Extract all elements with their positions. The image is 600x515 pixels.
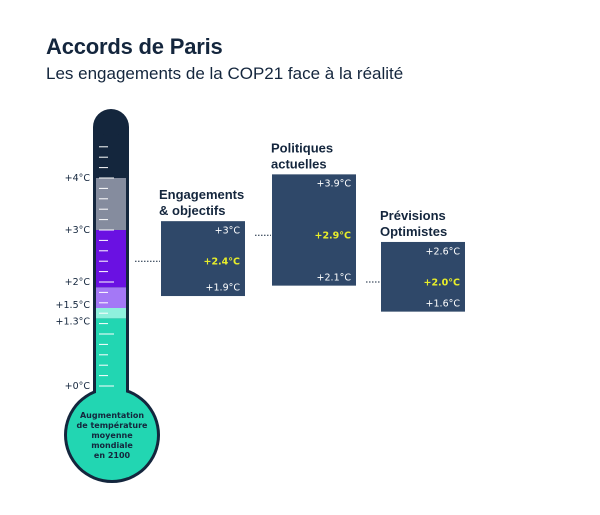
- axis-tick-label: +2°C: [65, 277, 91, 288]
- range-value: +1.9°C: [206, 283, 241, 294]
- scenario-label: & objectifs: [159, 203, 225, 218]
- temperature-band: [96, 308, 126, 319]
- range-value: +2.6°C: [426, 246, 461, 257]
- bulb-text-line: mondiale: [91, 441, 133, 450]
- range-value: +1.6°C: [426, 298, 461, 309]
- chart-title: Accords de Paris: [46, 34, 223, 59]
- axis-tick-label: +3°C: [65, 225, 91, 236]
- axis-tick-label: +1.3°C: [56, 316, 91, 327]
- temperature-band: [96, 178, 126, 230]
- median-value: +2.0°C: [423, 278, 460, 289]
- axis-tick-label: +4°C: [65, 173, 91, 184]
- chart-subtitle: Les engagements de la COP21 face à la ré…: [46, 64, 404, 83]
- temperature-band: [96, 230, 126, 288]
- range-value: +3°C: [215, 226, 241, 237]
- range-value: +3.9°C: [317, 179, 352, 190]
- scenario-label: Politiques: [271, 140, 333, 155]
- scenario-range-box: [272, 174, 356, 286]
- median-value: +2.9°C: [314, 231, 351, 242]
- scenario-label: actuelles: [271, 156, 327, 171]
- scenario-range-box: [381, 241, 465, 312]
- scenario-range-box: [161, 221, 245, 297]
- tube-cap: [96, 112, 126, 136]
- bulb-text-line: de température: [77, 420, 148, 430]
- scenario-label: Engagements: [159, 187, 244, 202]
- thermometer-bulb: [67, 390, 157, 480]
- axis-tick-label: +0°C: [65, 381, 91, 392]
- range-value: +2.1°C: [317, 272, 352, 283]
- scenario-label: Optimistes: [380, 224, 447, 239]
- bulb-text-line: en 2100: [94, 451, 131, 460]
- temperature-band: [96, 318, 126, 386]
- temperature-band: [96, 287, 126, 308]
- axis-tick-label: +1.5°C: [56, 300, 91, 311]
- bulb-text-line: moyenne: [91, 431, 133, 440]
- scenario-label: Prévisions: [380, 208, 446, 223]
- median-value: +2.4°C: [203, 257, 240, 268]
- bulb-text-line: Augmentation: [80, 411, 144, 420]
